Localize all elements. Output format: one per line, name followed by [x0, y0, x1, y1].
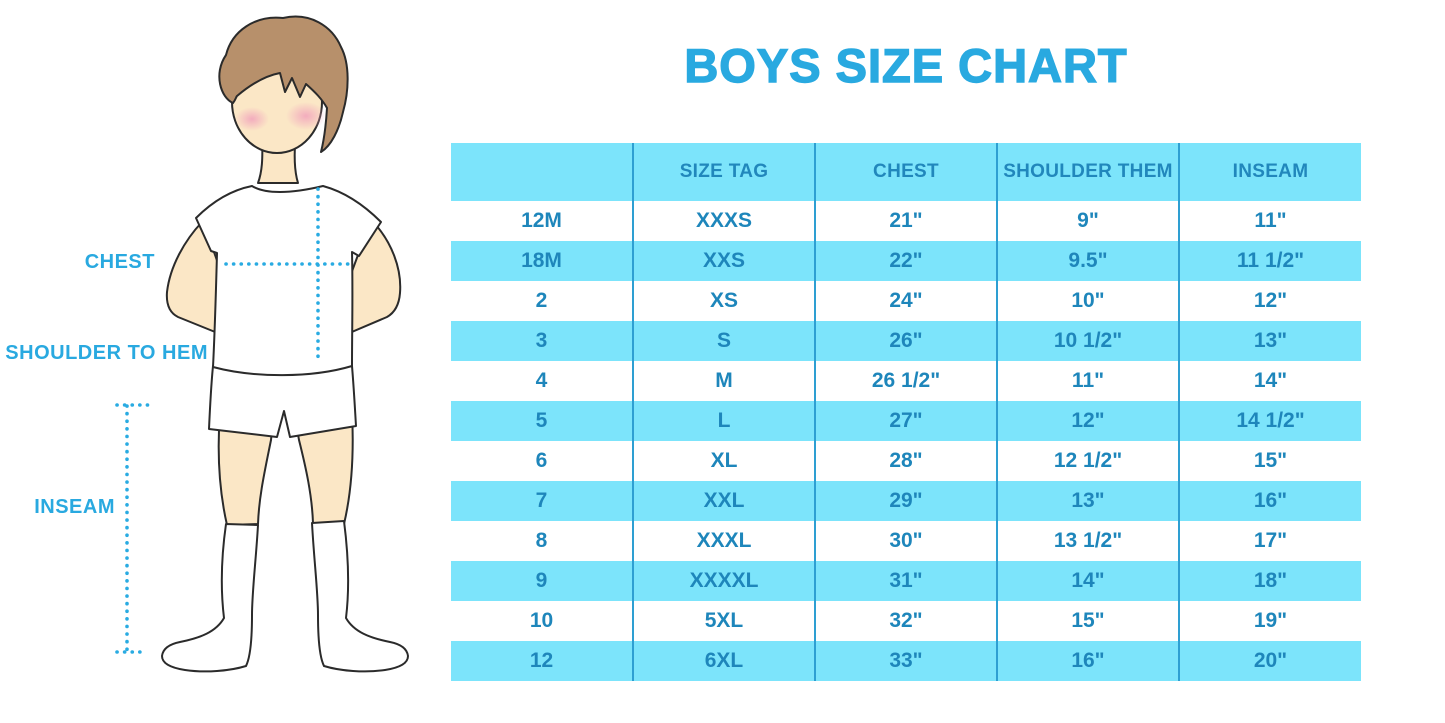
- table-body: 12M XXXS 21" 9" 11" 18M XXS 22" 9.5" 11 1/2" 2 XS 24…: [451, 201, 1361, 681]
- table-cell: 17": [1178, 521, 1361, 561]
- boy-left-sock: [161, 523, 259, 673]
- left-cheek-blush: [235, 107, 269, 131]
- table-row: 9 XXXXL 31" 14" 18": [451, 561, 1361, 601]
- column-header: INSEAM: [1178, 143, 1361, 201]
- table-row: 6 XL 28" 12 1/2" 15": [451, 441, 1361, 481]
- table-cell: 10: [529, 609, 554, 632]
- table-cell: 11": [1178, 201, 1361, 241]
- table-cell: 16": [996, 641, 1179, 681]
- table-row: 12 6XL 33" 16" 20": [451, 641, 1361, 681]
- column-header: SHOULDER THEM: [996, 143, 1179, 201]
- table-row: 12M XXXS 21" 9" 11": [451, 201, 1361, 241]
- boy-tshirt: [195, 185, 382, 377]
- table-cell: M: [632, 361, 815, 401]
- table-cell: 6: [535, 449, 548, 472]
- table-cell: 9": [996, 201, 1179, 241]
- table-cell: 13": [1178, 321, 1361, 361]
- table-cell: 5XL: [632, 601, 815, 641]
- table-cell: 14": [996, 561, 1179, 601]
- column-header: CHEST: [814, 143, 997, 201]
- table-row: 3 S 26" 10 1/2" 13": [451, 321, 1361, 361]
- column-header: SIZE TAG: [632, 143, 815, 201]
- table-cell: 15": [996, 601, 1179, 641]
- table-cell: 33": [814, 641, 997, 681]
- table-row: 7 XXL 29" 13" 16": [451, 481, 1361, 521]
- table-cell: XXXXL: [632, 561, 815, 601]
- table-header-row: SIZE TAG CHEST SHOULDER THEM INSEAM: [451, 143, 1361, 201]
- table-cell: 22": [814, 241, 997, 281]
- table-cell: 30": [814, 521, 997, 561]
- table-cell: 21": [814, 201, 997, 241]
- table-cell: 26": [814, 321, 997, 361]
- table-cell: 18M: [451, 241, 633, 281]
- chest-label: CHEST: [84, 251, 155, 273]
- table-row: 5 L 27" 12" 14 1/2": [451, 401, 1361, 441]
- table-cell: XXXL: [632, 521, 815, 561]
- table-cell: 13 1/2": [996, 521, 1179, 561]
- table-cell: L: [632, 401, 815, 441]
- table-cell: 14": [1178, 361, 1361, 401]
- right-cheek-blush: [286, 102, 326, 130]
- table-cell: XXXS: [632, 201, 815, 241]
- table-cell: 27": [814, 401, 997, 441]
- boy-measurement-illustration: [115, 15, 409, 673]
- table-row: 18M XXS 22" 9.5" 11 1/2": [451, 241, 1361, 281]
- table-cell: 18": [1178, 561, 1361, 601]
- table-row: 2 XS 24" 10" 12": [451, 281, 1361, 321]
- table-cell: 12M: [521, 209, 562, 232]
- table-cell: 11": [996, 361, 1179, 401]
- table-cell: 12": [996, 401, 1179, 441]
- table-cell: 31": [814, 561, 997, 601]
- table-row: 4 M 26 1/2" 11" 14": [451, 361, 1361, 401]
- table-cell: 8: [535, 529, 548, 552]
- boy-shorts: [208, 365, 357, 438]
- table-cell: 10": [996, 281, 1179, 321]
- boy-hair: [218, 15, 349, 153]
- table-cell: XS: [632, 281, 815, 321]
- table-cell: 26 1/2": [814, 361, 997, 401]
- table-cell: 13": [996, 481, 1179, 521]
- table-cell: 24": [814, 281, 997, 321]
- table-cell: 28": [814, 441, 997, 481]
- page-title: BOYS SIZE CHART: [684, 38, 1128, 92]
- table-cell: 9: [451, 561, 633, 601]
- inseam-label: INSEAM: [34, 496, 115, 518]
- boy-right-sock: [311, 520, 409, 673]
- table-cell: XL: [632, 441, 815, 481]
- table-cell: 12 1/2": [996, 441, 1179, 481]
- table-cell: 6XL: [632, 641, 815, 681]
- table-cell: 14 1/2": [1178, 401, 1361, 441]
- table-cell: 15": [1178, 441, 1361, 481]
- table-cell: 9.5": [996, 241, 1179, 281]
- table-cell: 4: [535, 369, 548, 392]
- table-cell: XXS: [632, 241, 815, 281]
- table-cell: 12: [451, 641, 633, 681]
- table-cell: 10 1/2": [996, 321, 1179, 361]
- table-cell: 12": [1178, 281, 1361, 321]
- table-cell: XXL: [632, 481, 815, 521]
- boys-size-table: SIZE TAG CHEST SHOULDER THEM INSEAM 12M XXXS…: [451, 143, 1361, 681]
- table-cell: 32": [814, 601, 997, 641]
- table-cell: 3: [451, 321, 633, 361]
- table-cell: 11 1/2": [1178, 241, 1361, 281]
- table-row: 8 XXXL 30" 13 1/2" 17": [451, 521, 1361, 561]
- table-cell: S: [632, 321, 815, 361]
- column-header: [451, 143, 633, 201]
- table-cell: 29": [814, 481, 997, 521]
- table-cell: 2: [535, 289, 548, 312]
- table-cell: 16": [1178, 481, 1361, 521]
- table-cell: 7: [451, 481, 633, 521]
- table-cell: 19": [1178, 601, 1361, 641]
- table-row: 10 5XL 32" 15" 19": [451, 601, 1361, 641]
- table-cell: 5: [451, 401, 633, 441]
- table-cell: 20": [1178, 641, 1361, 681]
- shoulder-to-hem-label: SHOULDER TO HEM: [5, 342, 208, 364]
